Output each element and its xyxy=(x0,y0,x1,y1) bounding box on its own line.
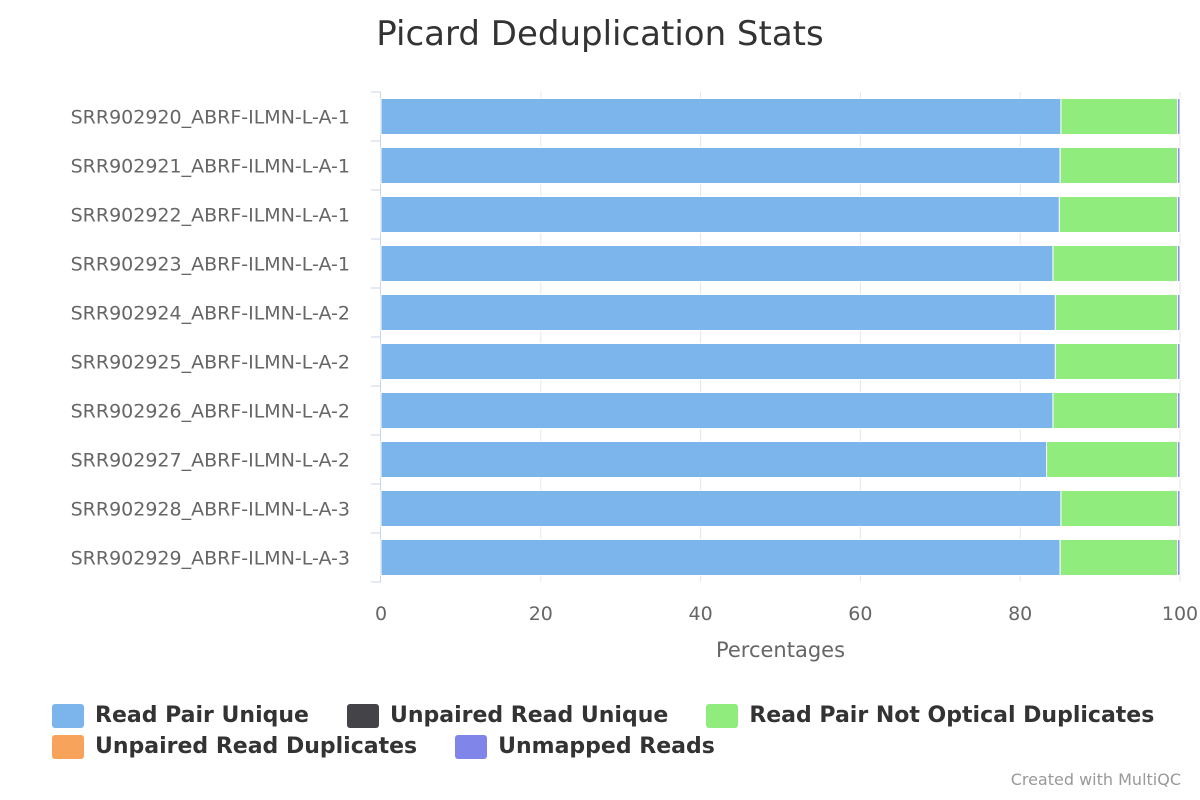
bar-segment xyxy=(380,392,1054,429)
credits-link[interactable]: Created with MultiQC xyxy=(1010,770,1181,789)
legend: Read Pair Unique Unpaired Read Unique Re… xyxy=(52,700,1172,762)
bar-segment xyxy=(380,539,1061,576)
bar-segment xyxy=(1046,441,1179,478)
legend-item-unmapped-reads[interactable]: Unmapped Reads xyxy=(455,734,715,759)
bar-segment xyxy=(1177,392,1181,429)
bar-segment xyxy=(380,196,1060,233)
bar-segment xyxy=(1054,343,1179,380)
legend-label: Unpaired Read Duplicates xyxy=(95,734,418,759)
plot-area: 0 20 40 60 80 100 SRR902920_ABRF-ILMN-L-A-1 SRR… xyxy=(71,91,1198,662)
legend-label: Read Pair Not Optical Duplicates xyxy=(749,703,1155,728)
bar-segment xyxy=(380,98,1062,135)
legend-row: Unpaired Read Duplicates Unmapped Reads xyxy=(52,731,1172,762)
x-tick-label: 40 xyxy=(689,603,713,625)
x-tick-label: 60 xyxy=(848,603,872,625)
legend-swatch xyxy=(52,703,84,728)
bar-segment xyxy=(1060,98,1179,135)
category-label: SRR902921_ABRF-ILMN-L-A-1 xyxy=(71,156,350,178)
bar-segment xyxy=(1177,294,1181,331)
category-label: SRR902920_ABRF-ILMN-L-A-1 xyxy=(71,107,350,129)
x-axis-title: Percentages xyxy=(716,638,845,662)
bar-segment xyxy=(1052,392,1179,429)
legend-label: Read Pair Unique xyxy=(95,703,309,728)
legend-swatch xyxy=(706,703,739,728)
chart-title: Picard Deduplication Stats xyxy=(376,14,824,54)
x-tick-label: 0 xyxy=(375,603,387,625)
bar-segment xyxy=(380,245,1054,282)
bar-segment xyxy=(1060,490,1179,527)
category-label: SRR902926_ABRF-ILMN-L-A-2 xyxy=(71,401,350,423)
bar-segment xyxy=(1177,147,1181,184)
bar-segment xyxy=(1177,98,1181,135)
bar-segment xyxy=(380,441,1048,478)
bar-segment xyxy=(1054,294,1179,331)
x-tick-label: 20 xyxy=(529,603,553,625)
legend-item-unpaired-read-duplicates[interactable]: Unpaired Read Duplicates xyxy=(52,734,417,759)
x-tick-label: 100 xyxy=(1162,603,1198,625)
legend-swatch xyxy=(52,734,84,759)
legend-label: Unmapped Reads xyxy=(498,734,715,759)
bar-segment xyxy=(1059,539,1179,576)
category-label: SRR902928_ABRF-ILMN-L-A-3 xyxy=(71,499,350,521)
legend-label: Unpaired Read Unique xyxy=(389,703,669,728)
legend-row: Read Pair Unique Unpaired Read Unique Re… xyxy=(52,700,1172,731)
bar-segment xyxy=(380,490,1062,527)
legend-item-read-pair-unique[interactable]: Read Pair Unique xyxy=(52,703,309,728)
category-label: SRR902927_ABRF-ILMN-L-A-2 xyxy=(71,450,350,472)
bar-segment xyxy=(380,147,1061,184)
bar-segment xyxy=(1059,147,1179,184)
bar-segment xyxy=(1058,196,1179,233)
bar-segment xyxy=(380,294,1056,331)
bar-segment xyxy=(1177,196,1181,233)
category-label: SRR902924_ABRF-ILMN-L-A-2 xyxy=(71,303,350,325)
legend-swatch xyxy=(455,734,488,759)
legend-item-unpaired-read-unique[interactable]: Unpaired Read Unique xyxy=(346,703,669,728)
category-label: SRR902925_ABRF-ILMN-L-A-2 xyxy=(71,352,350,374)
bar-segment xyxy=(1177,490,1181,527)
bar-segment xyxy=(1052,245,1179,282)
x-tick-label: 80 xyxy=(1008,603,1032,625)
bar-segment xyxy=(1177,245,1181,282)
legend-item-read-pair-not-optical-duplicates[interactable]: Read Pair Not Optical Duplicates xyxy=(706,703,1154,728)
bar-segment xyxy=(1177,441,1181,478)
category-label: SRR902922_ABRF-ILMN-L-A-1 xyxy=(71,205,350,227)
bar-segment xyxy=(380,343,1056,380)
legend-swatch xyxy=(346,703,379,728)
category-label: SRR902929_ABRF-ILMN-L-A-3 xyxy=(71,548,350,570)
category-label: SRR902923_ABRF-ILMN-L-A-1 xyxy=(71,254,350,276)
bar-segment xyxy=(1177,343,1181,380)
bar-segment xyxy=(1177,539,1181,576)
